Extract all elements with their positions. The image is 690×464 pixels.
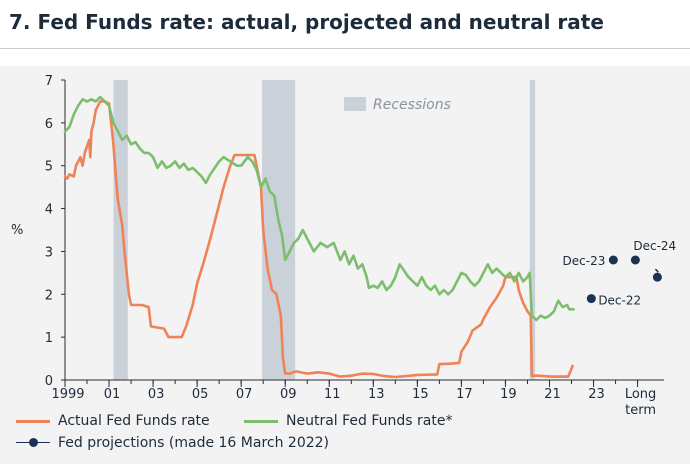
series-line-0: [63, 100, 574, 379]
legend-neutral: Neutral Fed Funds rate*: [244, 413, 452, 429]
x-tick-label-3: 05: [192, 387, 209, 402]
x-tick-label-12: 23: [588, 387, 605, 402]
x-tick-label-2: 03: [148, 387, 165, 402]
y-tick-label-4: 4: [45, 203, 53, 218]
x-tick-label-11: 21: [544, 387, 561, 402]
legend-projections-swatch: [16, 437, 50, 449]
legend-neutral-swatch: [244, 419, 278, 423]
recession-legend-swatch: [344, 97, 366, 111]
y-tick-label-2: 2: [45, 288, 53, 303]
x-tick-label-0: 1999: [51, 387, 84, 402]
projection-label-2: Dec-24: [633, 239, 676, 253]
projection-label-1: Dec-23: [563, 254, 606, 268]
recession-band-0: [113, 80, 128, 380]
projection-point-1: [608, 255, 618, 265]
series-line-1: [63, 95, 575, 322]
x-tick-label-13-0: Long: [625, 387, 656, 402]
projection-point-0: [586, 294, 596, 304]
y-tick-label-6: 6: [45, 117, 53, 132]
chart-title: 7. Fed Funds rate: actual, projected and…: [9, 10, 604, 34]
x-tick-label-5: 09: [280, 387, 297, 402]
x-tick-label-1: 01: [104, 387, 121, 402]
legend-projections: Fed projections (made 16 March 2022): [16, 435, 329, 451]
y-tick-label-7: 7: [45, 74, 53, 89]
title-bar: 7. Fed Funds rate: actual, projected and…: [0, 0, 690, 50]
legend-neutral-label: Neutral Fed Funds rate*: [286, 413, 453, 429]
x-tick-label-8: 15: [412, 387, 429, 402]
legend-actual-label: Actual Fed Funds rate: [58, 413, 210, 429]
recession-legend-label: Recessions: [373, 97, 451, 113]
x-tick-label-6: 11: [324, 387, 341, 402]
projection-marker-tick: [654, 268, 659, 273]
y-tick-label-1: 1: [45, 331, 53, 346]
title-divider: [0, 48, 690, 49]
legend-actual-swatch: [16, 419, 50, 423]
recession-band-2: [529, 80, 536, 380]
y-tick-label-3: 3: [45, 245, 53, 260]
projection-label-0: Dec-22: [598, 294, 641, 308]
x-tick-label-9: 17: [456, 387, 473, 402]
x-tick-label-4: 07: [236, 387, 253, 402]
x-tick-label-10: 19: [500, 387, 517, 402]
recession-band-1: [262, 80, 296, 380]
y-tick-label-0: 0: [45, 374, 53, 389]
y-tick-label-5: 5: [45, 160, 53, 175]
legend-projections-label: Fed projections (made 16 March 2022): [58, 435, 330, 451]
x-tick-label-7: 13: [368, 387, 385, 402]
projection-point-3: [652, 272, 662, 282]
x-tick-label-13-1: term: [625, 403, 656, 418]
legend-actual: Actual Fed Funds rate: [16, 413, 210, 429]
y-axis-label: %: [11, 223, 23, 238]
projection-point-2: [630, 255, 640, 265]
